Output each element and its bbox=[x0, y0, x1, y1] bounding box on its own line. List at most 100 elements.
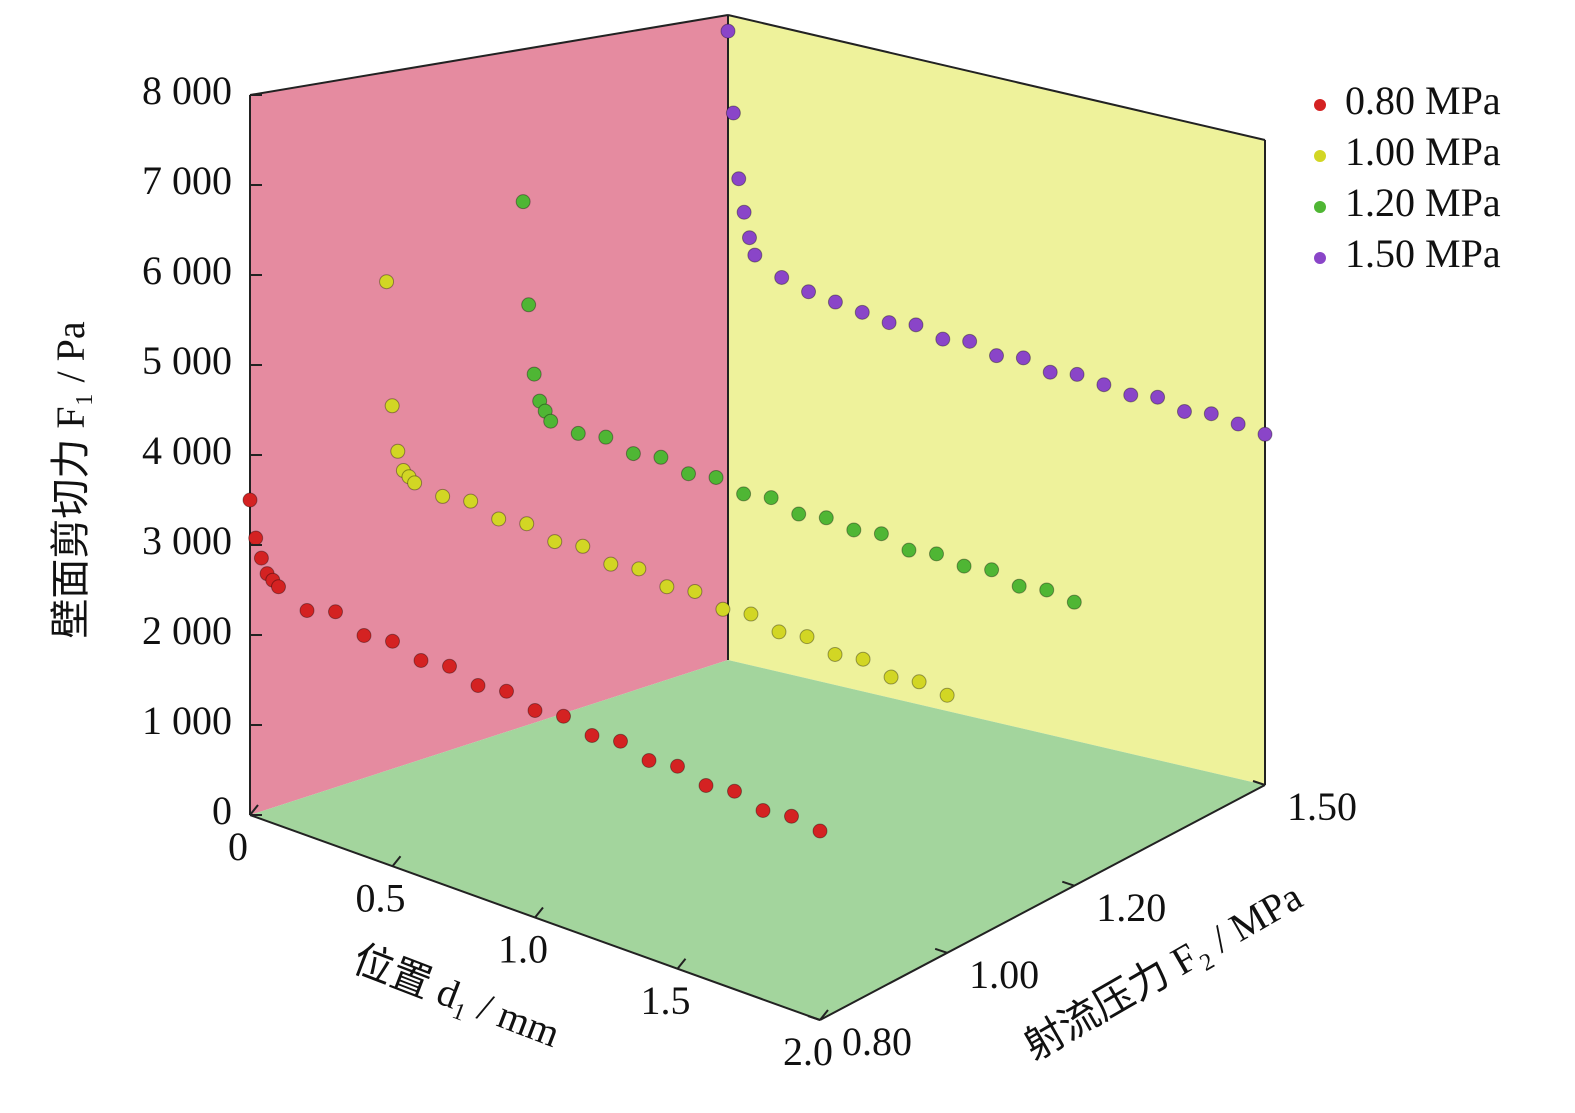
point bbox=[659, 579, 675, 595]
x-tick-label: 1.0 bbox=[498, 927, 548, 972]
y-tick-label: 1.50 bbox=[1287, 784, 1357, 829]
point bbox=[720, 23, 736, 39]
x-tick-label: 1.5 bbox=[641, 978, 691, 1023]
legend-marker bbox=[1314, 201, 1326, 213]
x-tick bbox=[819, 1009, 829, 1021]
point bbox=[687, 583, 703, 599]
point bbox=[385, 633, 400, 649]
point bbox=[743, 606, 759, 622]
point bbox=[984, 562, 1000, 578]
point bbox=[356, 628, 372, 643]
y-tick bbox=[807, 1015, 821, 1021]
point bbox=[736, 486, 752, 502]
point bbox=[747, 247, 763, 263]
point bbox=[827, 294, 843, 310]
point bbox=[575, 538, 591, 554]
point bbox=[771, 624, 787, 640]
point bbox=[680, 466, 696, 482]
point bbox=[625, 446, 641, 462]
z-tick-label: 1 000 bbox=[142, 698, 232, 743]
legend-marker bbox=[1314, 99, 1326, 111]
y-tick bbox=[934, 947, 948, 954]
y-tick-label: 0.80 bbox=[842, 1019, 912, 1064]
point bbox=[854, 304, 870, 320]
point bbox=[731, 171, 747, 187]
point bbox=[526, 366, 542, 382]
z-tick-label: 4 000 bbox=[142, 428, 232, 473]
point bbox=[499, 683, 514, 699]
point bbox=[1096, 377, 1112, 393]
point bbox=[774, 269, 790, 285]
x-tick-label: 0 bbox=[228, 824, 248, 869]
z-tick-label: 7 000 bbox=[142, 158, 232, 203]
point bbox=[253, 550, 269, 566]
point bbox=[1069, 366, 1085, 382]
point bbox=[698, 778, 714, 793]
point bbox=[791, 506, 807, 522]
point bbox=[631, 561, 647, 577]
point bbox=[1011, 578, 1027, 594]
point bbox=[1039, 582, 1055, 598]
point bbox=[708, 469, 724, 485]
point bbox=[883, 669, 899, 685]
axes: 0 1 000 2 000 3 000 4 000 5 000 6 000 7 000 8 00… bbox=[142, 68, 1501, 1074]
point bbox=[556, 708, 571, 724]
point bbox=[519, 516, 535, 532]
point bbox=[1203, 406, 1219, 422]
point bbox=[1015, 350, 1031, 366]
left-wall bbox=[250, 15, 728, 815]
point bbox=[935, 331, 951, 347]
point bbox=[855, 651, 871, 667]
point bbox=[911, 674, 927, 690]
point bbox=[390, 443, 406, 459]
point bbox=[248, 530, 264, 546]
point bbox=[881, 315, 897, 331]
back-wall bbox=[728, 15, 1265, 785]
point bbox=[407, 475, 423, 491]
point bbox=[755, 803, 771, 818]
point bbox=[413, 653, 429, 668]
point bbox=[1123, 387, 1139, 403]
point bbox=[515, 194, 531, 210]
point bbox=[598, 429, 614, 445]
point bbox=[1150, 389, 1166, 405]
floor bbox=[250, 660, 1265, 1020]
point bbox=[435, 488, 451, 504]
z-tick-label: 6 000 bbox=[142, 248, 232, 293]
point bbox=[846, 522, 862, 538]
point bbox=[470, 678, 486, 693]
wall-edge bbox=[819, 784, 1266, 1021]
point bbox=[801, 284, 817, 300]
z-tick-label: 0 bbox=[212, 788, 232, 833]
z-axis-title: 壁面剪切力 F₁ / Pa bbox=[48, 321, 93, 639]
point bbox=[1230, 416, 1246, 432]
point bbox=[727, 783, 742, 799]
z-tick-label: 5 000 bbox=[142, 338, 232, 383]
point bbox=[818, 510, 834, 526]
point bbox=[641, 753, 657, 768]
point bbox=[603, 556, 619, 572]
point bbox=[384, 398, 400, 414]
point bbox=[908, 317, 924, 333]
x-tick bbox=[534, 906, 544, 919]
legend-label: 1.20 MPa bbox=[1345, 180, 1501, 225]
points bbox=[242, 23, 1273, 839]
point bbox=[271, 579, 286, 595]
point bbox=[299, 603, 315, 618]
point bbox=[1176, 404, 1192, 419]
point bbox=[799, 629, 815, 645]
legend-marker bbox=[1314, 252, 1326, 264]
x-tick-label: 2.0 bbox=[783, 1029, 833, 1074]
walls bbox=[249, 14, 1266, 1021]
point bbox=[547, 534, 563, 550]
point bbox=[1066, 594, 1082, 610]
point bbox=[379, 274, 395, 290]
point bbox=[521, 297, 537, 313]
point bbox=[463, 493, 479, 509]
point bbox=[873, 526, 889, 542]
point bbox=[812, 823, 828, 839]
point bbox=[901, 542, 917, 558]
y-tick bbox=[1061, 880, 1075, 887]
point bbox=[1257, 426, 1273, 442]
